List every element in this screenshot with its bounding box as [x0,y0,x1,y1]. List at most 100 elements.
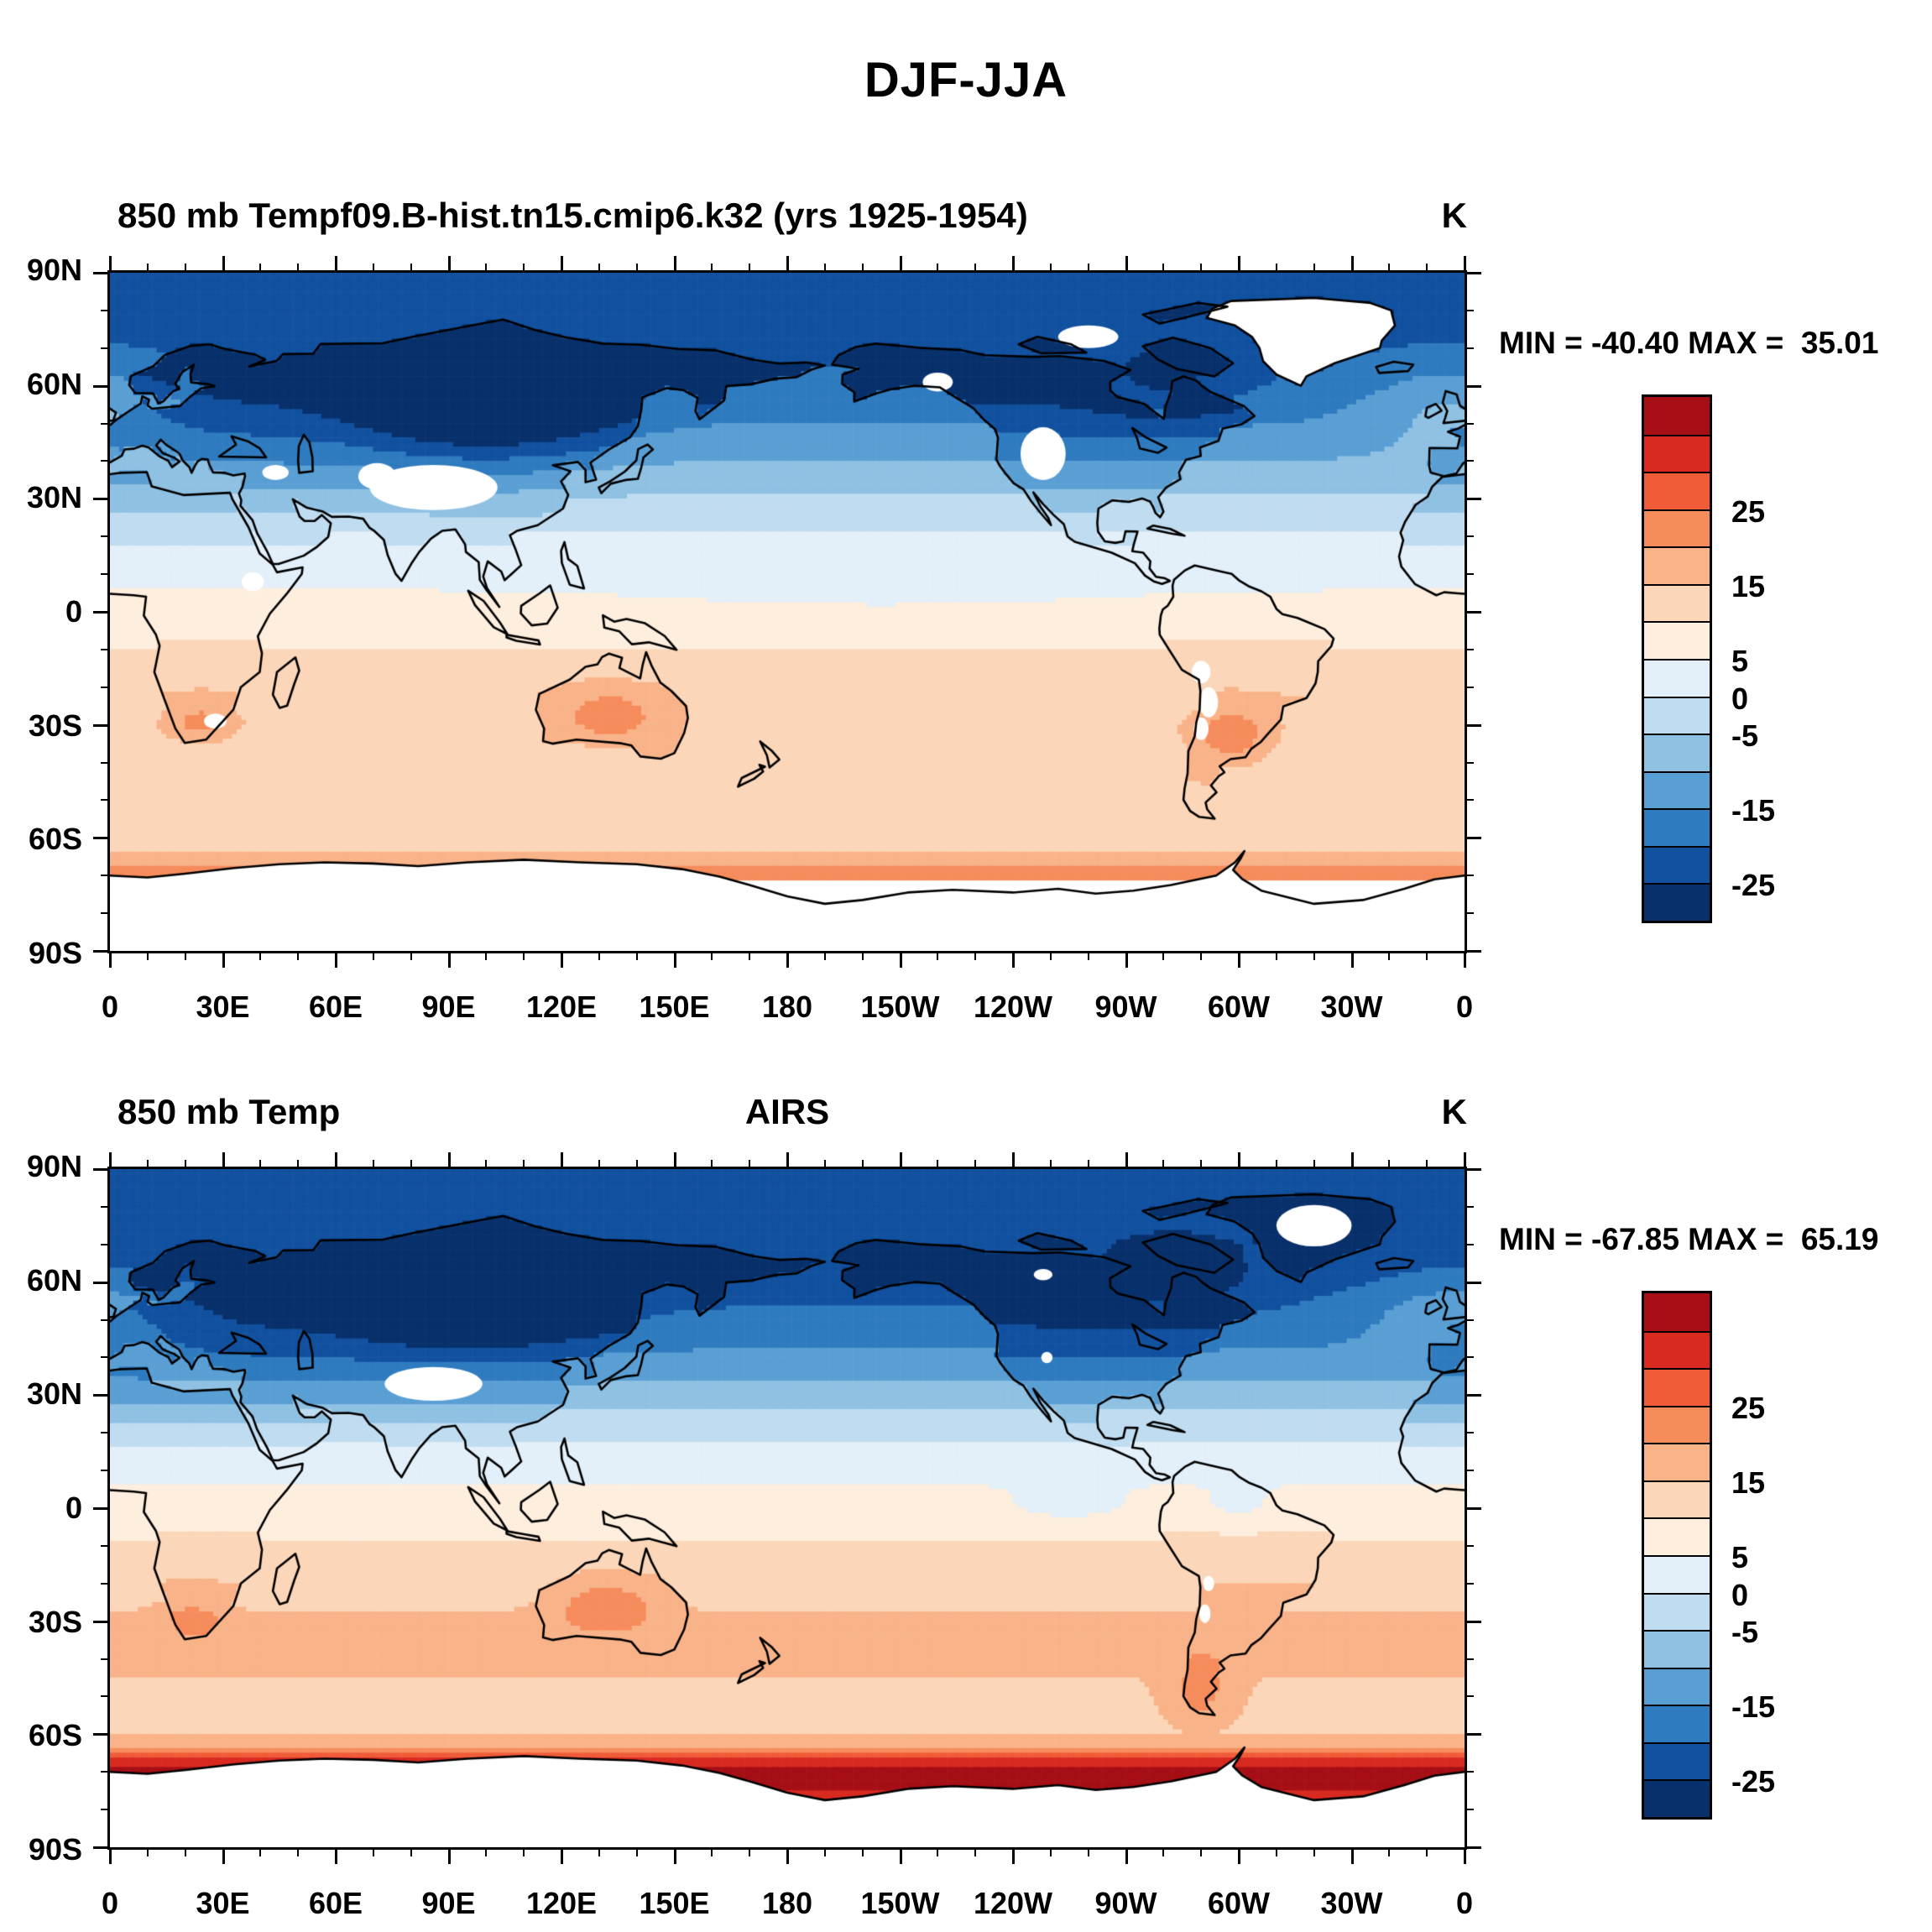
minor-tick [1388,1160,1391,1169]
minor-tick [861,951,864,960]
minor-tick [101,761,110,764]
minor-tick [1465,1544,1474,1547]
major-tick [1012,1847,1015,1864]
colorbar-box [1644,1293,1710,1331]
major-tick [109,1152,112,1169]
minor-tick [711,264,713,273]
major-tick [1465,950,1481,953]
colorbar: 25 15 5 0 -5 -15 -25 [1642,1291,1775,1820]
major-tick [93,384,110,388]
lat-tick-label: 60S [28,822,82,857]
lon-tick-label: 120W [973,989,1053,1024]
major-tick [222,951,225,968]
minor-tick [372,1847,374,1856]
colorbar-tick-label: 0 [1731,681,1749,716]
minor-tick [523,951,525,960]
minor-tick [146,951,149,960]
minor-tick [1465,1470,1474,1472]
colorbar-box [1644,1667,1710,1705]
lon-tick-label: 180 [761,989,813,1024]
minor-tick [259,264,262,273]
minor-tick [101,1356,110,1359]
minor-tick [101,535,110,538]
major-tick [561,951,563,968]
minmax-stats: MIN = -67.85 MAX = 65.19 [1499,1222,1879,1256]
minor-tick [101,422,110,425]
minor-tick [1465,535,1474,538]
lon-tick-label: 0 [101,989,119,1024]
lat-tick-label: 30S [28,1604,82,1639]
colorbar-tick-label: -5 [1731,1615,1759,1650]
major-tick [673,256,676,273]
lat-tick-label: 30S [28,708,82,743]
lon-tick-label: 30W [1320,989,1383,1024]
minor-tick [1465,1771,1474,1773]
colorbar-box [1644,659,1710,697]
lat-tick-label: 90S [28,936,82,970]
minor-tick [861,1160,864,1169]
lat-tick-label: 0 [65,594,82,629]
major-tick [899,256,902,273]
major-tick [222,1152,225,1169]
lat-tick-label: 90N [26,253,82,287]
minor-tick [146,1847,149,1856]
colorbar-tick-label: -5 [1731,718,1759,754]
map-canvas [110,1169,1465,1847]
lat-tick-label: 30N [26,1376,82,1412]
lon-tick-label: 120E [525,989,598,1024]
colorbar: 25 15 5 0 -5 -15 -25 [1642,394,1775,923]
lon-tick-label: 120W [973,1886,1053,1920]
major-tick [93,950,110,953]
colorbar-box [1644,1517,1710,1555]
minor-tick [1465,648,1474,650]
minor-tick [1313,951,1315,960]
lon-tick-label: 60E [308,989,363,1024]
lon-tick-label: 60E [308,1886,363,1920]
colorbar-box [1644,621,1710,659]
colorbar-tick-label: -15 [1731,793,1776,828]
major-tick [899,951,902,968]
minor-tick [1388,264,1391,273]
minor-tick [372,951,374,960]
minor-tick [1049,264,1052,273]
major-tick [93,1733,110,1736]
minor-tick [1162,951,1165,960]
minor-tick [635,951,638,960]
major-tick [1464,1152,1466,1169]
minor-tick [1275,951,1277,960]
minor-tick [1465,460,1474,462]
minor-tick [1200,264,1203,273]
minor-tick [101,460,110,462]
lon-tick-label: 120E [525,1886,598,1920]
major-tick [1465,1846,1481,1849]
minor-tick [1465,1658,1474,1660]
minor-tick [101,1243,110,1245]
colorbar-box [1644,434,1710,473]
major-tick [673,1847,676,1864]
minor-tick [1465,573,1474,576]
minor-tick [635,264,638,273]
minor-tick [297,264,300,273]
colorbar-tick-label: 5 [1731,1540,1749,1574]
colorbar-tick-label: 25 [1731,493,1766,529]
colorbar-tick-label: -15 [1731,1689,1776,1725]
minor-tick [711,1847,713,1856]
major-tick [1238,1152,1240,1169]
colorbar-box [1644,734,1710,771]
minor-tick [937,1160,939,1169]
minor-tick [101,1205,110,1208]
minor-tick [598,264,600,273]
colorbar-box [1644,1555,1710,1593]
minor-tick [1275,264,1277,273]
lon-tick-label: 180 [761,1886,813,1920]
minor-tick [749,1847,751,1856]
major-tick [1465,1281,1481,1284]
colorbar-box [1644,808,1710,846]
minor-tick [598,1847,600,1856]
minor-tick [1275,1160,1277,1169]
colorbar-box [1644,397,1710,435]
minor-tick [861,1847,864,1856]
lat-axis: 90N 60N 30N 0 30S 60S 90S [0,1151,92,1866]
minor-tick [1313,264,1315,273]
